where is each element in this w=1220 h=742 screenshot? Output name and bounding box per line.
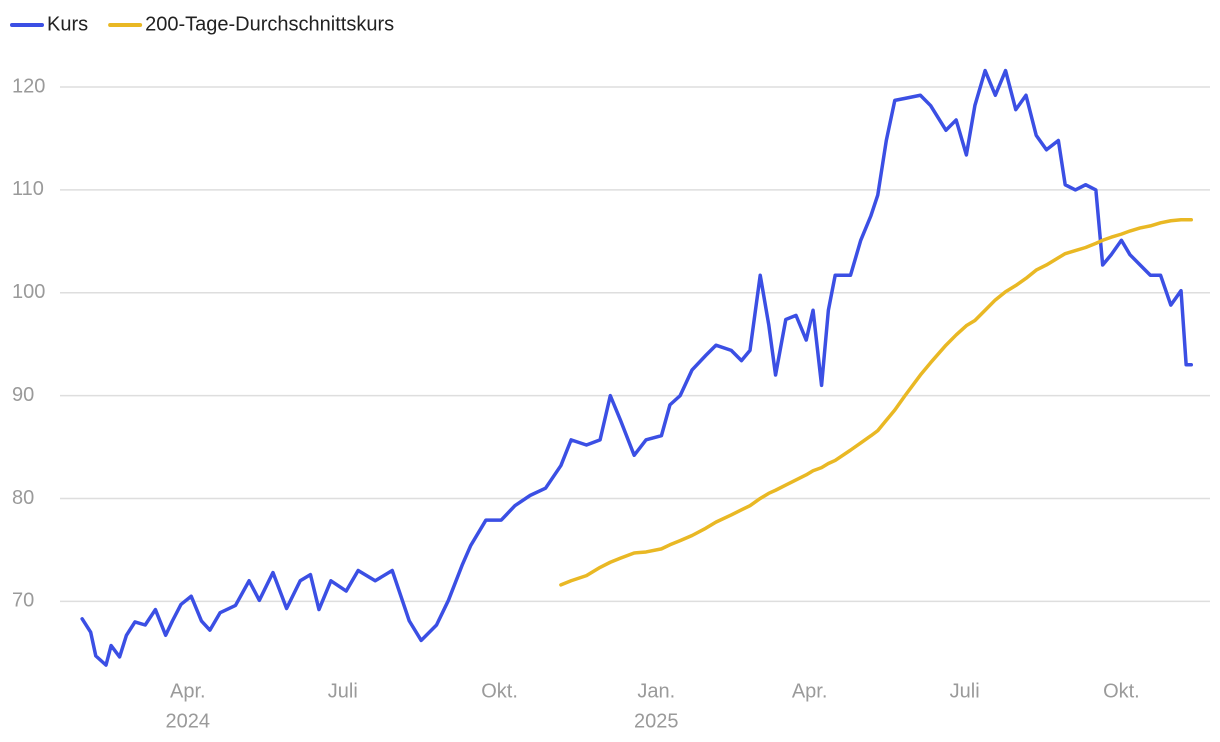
y-tick-label: 100 — [12, 281, 45, 303]
x-tick-label: Juli — [328, 680, 358, 702]
legend-label: Kurs — [47, 13, 88, 35]
x-tick-label: Apr. — [792, 680, 828, 702]
x-tick-label: Okt. — [481, 680, 518, 702]
legend: Kurs 200-Tage-Durchschnittskurs — [10, 13, 394, 35]
legend-label: 200-Tage-Durchschnittskurs — [145, 13, 394, 35]
x-tick-year: 2024 — [166, 710, 211, 732]
x-tick-label: Okt. — [1103, 680, 1140, 702]
y-tick-label: 110 — [12, 178, 44, 200]
y-tick-label: 80 — [12, 487, 34, 509]
x-tick-label: Apr. — [170, 680, 206, 702]
x-tick-label: Juli — [950, 680, 980, 702]
y-tick-label: 90 — [12, 384, 34, 406]
x-tick-year: 2025 — [634, 710, 679, 732]
x-tick-label: Jan. — [637, 680, 675, 702]
y-tick-label: 70 — [12, 590, 34, 612]
series-line — [559, 217, 1194, 587]
series-line — [80, 68, 1194, 667]
y-tick-label: 120 — [12, 75, 45, 97]
